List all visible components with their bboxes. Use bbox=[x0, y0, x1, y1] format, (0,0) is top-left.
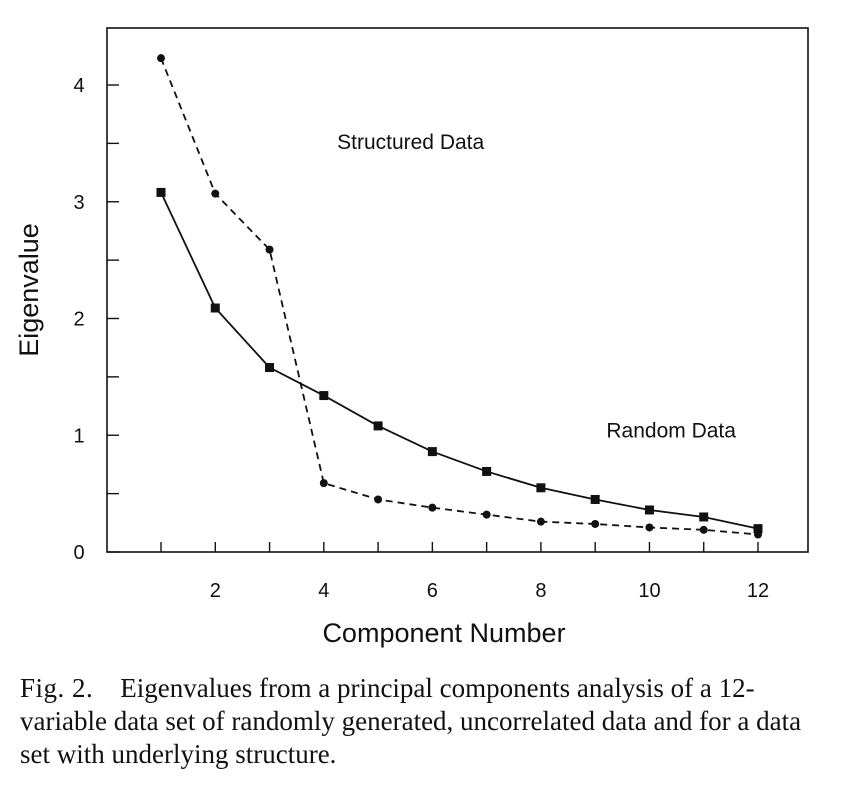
random-data-line bbox=[160, 192, 759, 530]
x-tick-label: 6 bbox=[427, 580, 438, 602]
structured-data-point bbox=[699, 525, 708, 534]
random-data-point bbox=[427, 447, 437, 457]
structured-data-point bbox=[265, 245, 274, 254]
x-tick-label: 10 bbox=[638, 580, 660, 602]
axis-ticks bbox=[107, 84, 759, 553]
y-tick-label: 2 bbox=[73, 309, 84, 331]
y-tick-label: 1 bbox=[73, 425, 84, 447]
figure-caption: Fig. 2. Eigenvalues from a principal com… bbox=[20, 672, 820, 771]
random-data-point bbox=[753, 524, 763, 534]
random-data-point bbox=[699, 512, 709, 522]
random-data-point bbox=[265, 363, 275, 373]
random-data-point bbox=[644, 505, 654, 515]
random-data-point bbox=[373, 421, 383, 431]
structured-data-point bbox=[211, 189, 220, 198]
random-data-label: Random Data bbox=[606, 420, 736, 443]
random-data-point bbox=[156, 187, 166, 197]
structured-data-point bbox=[157, 54, 165, 63]
y-tick-label: 3 bbox=[73, 192, 84, 214]
x-tick-label: 8 bbox=[535, 580, 546, 602]
series-markers bbox=[156, 54, 763, 539]
random-data-point bbox=[536, 483, 546, 493]
y-axis-title: Eigenvalue bbox=[14, 223, 44, 357]
x-tick-label: 4 bbox=[318, 580, 329, 602]
x-tick-label: 12 bbox=[747, 580, 769, 602]
structured-data-point bbox=[428, 503, 437, 512]
series-lines bbox=[160, 57, 759, 536]
structured-data-point bbox=[319, 479, 328, 488]
random-data-point bbox=[319, 391, 329, 401]
y-tick-label: 0 bbox=[73, 542, 84, 564]
random-data-point bbox=[590, 494, 600, 504]
structured-data-line bbox=[160, 57, 759, 536]
structured-data-label: Structured Data bbox=[337, 131, 484, 154]
caption-label: Fig. 2. bbox=[20, 673, 94, 703]
structured-data-point bbox=[374, 495, 383, 504]
random-data-point bbox=[482, 466, 492, 476]
x-tick-label: 2 bbox=[210, 580, 221, 602]
random-data-point bbox=[210, 303, 220, 313]
caption-text: Eigenvalues from a principal components … bbox=[20, 673, 802, 769]
structured-data-point bbox=[591, 519, 600, 528]
series-annotations: Structured Data Random Data bbox=[337, 131, 736, 442]
structured-data-point bbox=[645, 523, 654, 532]
structured-data-point bbox=[536, 517, 545, 526]
x-axis-title: Component Number bbox=[322, 618, 565, 648]
plot-frame bbox=[106, 27, 809, 553]
structured-data-point bbox=[482, 510, 491, 519]
y-tick-label: 4 bbox=[73, 75, 84, 97]
